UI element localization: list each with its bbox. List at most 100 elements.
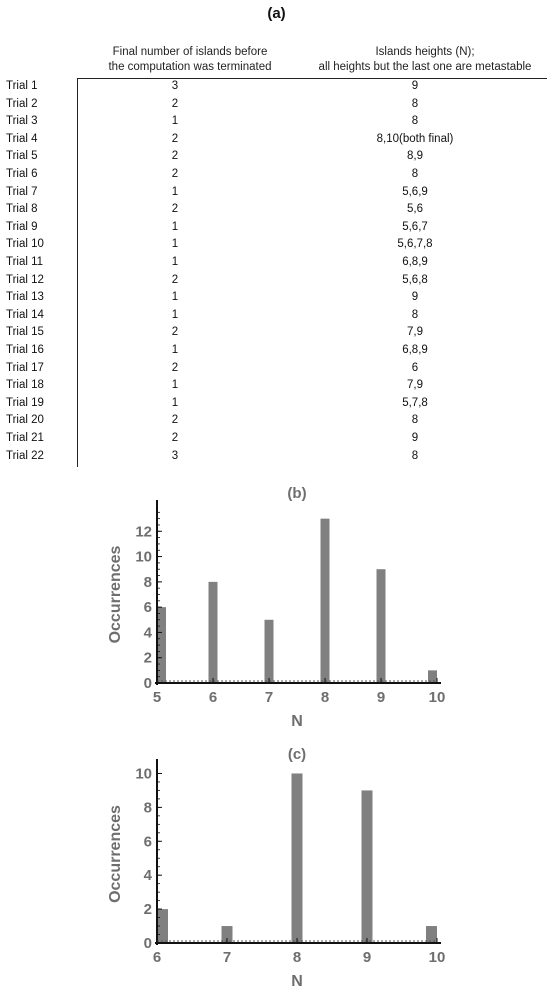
island-heights-cell: 6,8,9 — [402, 344, 428, 356]
y-tick-label: 2 — [144, 650, 152, 667]
table-row: Trial 2 2 8 — [0, 97, 553, 115]
trial-label: Trial 15 — [6, 326, 44, 339]
x-tick-label: 10 — [429, 689, 446, 706]
trial-label: Trial 22 — [6, 449, 44, 462]
bar — [157, 909, 168, 943]
y-tick-label: 8 — [144, 574, 152, 591]
x-tick-label: 9 — [363, 949, 371, 966]
trial-label: Trial 6 — [6, 168, 38, 180]
bar — [157, 607, 166, 683]
chart-title: (c) — [288, 746, 306, 763]
trial-label: Trial 20 — [6, 414, 44, 427]
y-tick-label: 4 — [144, 624, 153, 641]
island-heights-cell: 5,7,8 — [402, 396, 428, 409]
trial-label: Trial 8 — [6, 203, 38, 216]
island-count-cell: 1 — [171, 238, 179, 251]
island-heights-cell: 8 — [411, 308, 419, 321]
table-row: Trial 16 1 6,8,9 — [0, 343, 553, 361]
y-tick-label: 2 — [144, 901, 152, 918]
table-header-rule — [77, 78, 547, 79]
island-heights-cell: 5,6,7 — [402, 220, 428, 233]
bar — [264, 619, 274, 683]
y-tick-label: 8 — [144, 799, 152, 816]
trial-label: Trial 16 — [6, 344, 44, 356]
trial-label: Trial 9 — [6, 220, 38, 233]
island-count-cell: 2 — [171, 326, 179, 339]
island-count-cell: 1 — [171, 115, 179, 128]
bar — [361, 790, 373, 943]
x-tick-label: 9 — [377, 689, 385, 706]
table-row: Trial 11 1 6,8,9 — [0, 255, 553, 273]
bar — [208, 581, 218, 683]
table-row: Trial 10 1 5,6,7,8 — [0, 237, 553, 255]
table-row-rule — [77, 79, 78, 467]
bar — [320, 518, 330, 683]
bar — [376, 569, 386, 683]
island-count-cell: 3 — [171, 80, 179, 92]
trial-label: Trial 3 — [6, 115, 38, 128]
trial-label: Trial 13 — [6, 291, 44, 304]
island-heights-cell: 9 — [411, 432, 419, 444]
island-heights-cell: 8 — [411, 115, 419, 128]
island-heights-cell: 5,6 — [407, 203, 423, 216]
island-heights-cell: 8 — [411, 97, 419, 110]
trial-label: Trial 18 — [6, 379, 44, 392]
x-tick-label: 8 — [321, 689, 329, 706]
column-header-islands-line2: the computation was terminated — [108, 61, 272, 73]
island-count-cell: 1 — [171, 308, 179, 321]
y-tick-label: 10 — [135, 765, 152, 782]
trial-label: Trial 7 — [6, 185, 38, 198]
island-count-cell: 2 — [171, 168, 179, 180]
bar — [221, 926, 233, 943]
trial-label: Trial 1 — [6, 80, 38, 92]
column-header-islands: Final number of islands before the compu… — [75, 45, 305, 75]
island-heights-cell: 5,6,7,8 — [397, 238, 433, 251]
table-row: Trial 21 2 9 — [0, 431, 553, 449]
table-row: Trial 4 2 8,10(both final) — [0, 132, 553, 150]
island-heights-cell: 5,6,9 — [402, 185, 428, 198]
island-count-cell: 1 — [171, 396, 179, 409]
trial-label: Trial 5 — [6, 150, 38, 163]
table-row: Trial 8 2 5,6 — [0, 202, 553, 220]
chart-b: (b) 0 2 4 6 8 10 12 5 6 7 8 9 10 N Occurrences — [107, 485, 446, 730]
island-count-cell: 2 — [171, 132, 179, 145]
y-tick-label: 4 — [144, 867, 153, 884]
island-count-cell: 1 — [171, 379, 179, 392]
x-tick-label: 5 — [153, 689, 161, 706]
trial-label: Trial 14 — [6, 308, 44, 321]
table-row: Trial 13 1 9 — [0, 290, 553, 308]
trial-label: Trial 12 — [6, 273, 44, 286]
x-tick-label: 7 — [223, 949, 231, 966]
island-heights-cell: 9 — [411, 80, 419, 92]
island-heights-cell: 8 — [411, 414, 419, 427]
island-count-cell: 2 — [171, 150, 179, 163]
island-count-cell: 1 — [171, 220, 179, 233]
trial-label: Trial 11 — [6, 256, 44, 268]
island-count-cell: 2 — [171, 203, 179, 216]
island-count-cell: 1 — [171, 291, 179, 304]
x-tick-label: 6 — [153, 949, 161, 966]
island-heights-cell: 8 — [411, 168, 419, 180]
column-header-islands-line1: Final number of islands before — [112, 46, 268, 58]
chart-c: (c) 0 2 4 6 8 10 6 7 8 9 10 N Occurrences — [107, 746, 445, 990]
island-count-cell: 2 — [171, 97, 179, 110]
table-row: Trial 6 2 8 — [0, 167, 553, 185]
panel-a-title: (a) — [267, 5, 286, 22]
table-row: Trial 7 1 5,6,9 — [0, 185, 553, 203]
x-axis-label: N — [291, 713, 303, 730]
y-tick-label: 0 — [144, 675, 152, 692]
trial-label: Trial 4 — [6, 132, 38, 145]
table-row: Trial 3 1 8 — [0, 114, 553, 132]
table-row: Trial 17 2 6 — [0, 361, 553, 379]
x-tick-label: 8 — [293, 949, 301, 966]
trial-label: Trial 19 — [6, 396, 44, 409]
island-count-cell: 1 — [171, 344, 179, 356]
chart-title: (b) — [287, 485, 306, 502]
bar — [428, 670, 437, 683]
trial-label: Trial 17 — [6, 361, 44, 374]
trial-label: Trial 2 — [6, 97, 38, 110]
y-tick-label: 0 — [144, 935, 152, 952]
island-count-cell: 2 — [171, 361, 179, 374]
island-heights-cell: 7,9 — [407, 326, 423, 339]
island-count-cell: 2 — [171, 432, 179, 444]
